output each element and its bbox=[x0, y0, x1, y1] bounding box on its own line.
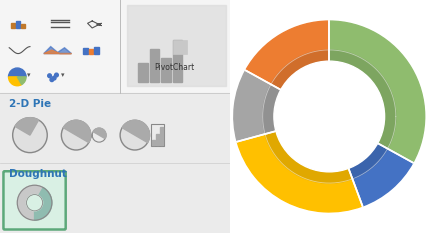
Wedge shape bbox=[17, 185, 52, 220]
Wedge shape bbox=[348, 143, 412, 206]
Bar bbox=[0, 0, 230, 93]
Wedge shape bbox=[233, 70, 280, 142]
Text: 2-D Pie: 2-D Pie bbox=[9, 99, 51, 109]
Circle shape bbox=[273, 61, 384, 172]
Text: Doughnut: Doughnut bbox=[9, 169, 67, 179]
Wedge shape bbox=[120, 128, 147, 150]
Wedge shape bbox=[61, 128, 88, 150]
Bar bbox=[83, 48, 88, 54]
Wedge shape bbox=[270, 50, 328, 90]
Wedge shape bbox=[35, 188, 52, 220]
Wedge shape bbox=[122, 120, 149, 143]
Wedge shape bbox=[245, 21, 328, 90]
Bar bbox=[138, 63, 147, 82]
Bar bbox=[127, 5, 225, 86]
Wedge shape bbox=[93, 128, 106, 139]
Wedge shape bbox=[63, 120, 91, 143]
Circle shape bbox=[26, 195, 42, 211]
Text: PivotChart: PivotChart bbox=[154, 63, 194, 72]
Text: ▾: ▾ bbox=[27, 72, 31, 78]
Circle shape bbox=[54, 73, 58, 77]
Bar bbox=[173, 40, 182, 82]
Bar bbox=[16, 21, 20, 28]
Bar bbox=[21, 24, 25, 28]
Circle shape bbox=[50, 78, 53, 82]
Polygon shape bbox=[44, 50, 71, 54]
Wedge shape bbox=[237, 131, 362, 212]
Wedge shape bbox=[13, 120, 47, 153]
Bar bbox=[159, 127, 162, 145]
Wedge shape bbox=[15, 118, 39, 135]
Wedge shape bbox=[8, 68, 26, 77]
Circle shape bbox=[52, 76, 56, 80]
Bar bbox=[0, 163, 230, 233]
FancyBboxPatch shape bbox=[4, 171, 66, 230]
Bar bbox=[155, 134, 159, 145]
Wedge shape bbox=[262, 84, 280, 134]
Circle shape bbox=[48, 74, 51, 78]
Bar bbox=[161, 58, 170, 82]
Wedge shape bbox=[8, 77, 21, 86]
Wedge shape bbox=[348, 143, 387, 179]
Bar bbox=[94, 47, 99, 54]
Bar bbox=[152, 140, 155, 145]
Bar bbox=[149, 49, 159, 82]
Wedge shape bbox=[328, 21, 424, 163]
Text: ▾: ▾ bbox=[61, 72, 64, 78]
Bar bbox=[173, 40, 186, 54]
Bar bbox=[0, 93, 230, 163]
Wedge shape bbox=[17, 77, 26, 85]
Bar bbox=[11, 23, 15, 28]
Wedge shape bbox=[328, 50, 395, 149]
Wedge shape bbox=[265, 131, 352, 183]
Bar bbox=[151, 124, 163, 146]
Polygon shape bbox=[44, 47, 71, 54]
Bar bbox=[88, 49, 93, 54]
